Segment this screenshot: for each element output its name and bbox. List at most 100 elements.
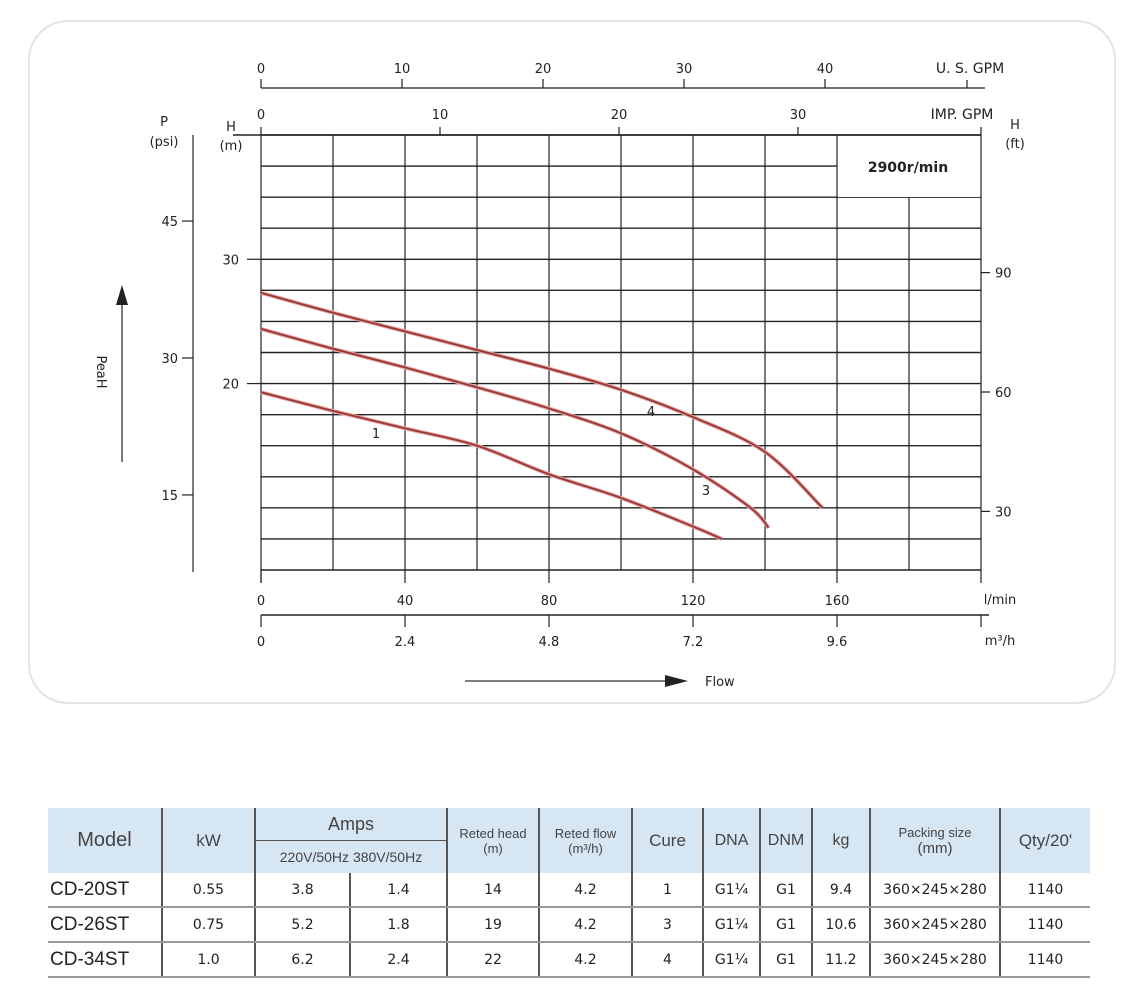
flow-label: Flow	[705, 675, 735, 690]
header-rated-flow: Reted flow (m³/h)	[538, 808, 632, 873]
lmin-tick-label: 40	[397, 594, 414, 609]
cell-kw: 1.0	[161, 942, 255, 978]
curve-4	[260, 291, 824, 509]
h-m-axis-title: H	[226, 120, 236, 135]
m3h-tick-label: 9.6	[827, 635, 848, 650]
h-m-tick-label: 20	[222, 378, 239, 393]
cell-dnm: G1	[759, 907, 812, 943]
ft-tick-label: 90	[995, 267, 1012, 282]
cell-packing-size: 360×245×280	[869, 873, 1000, 908]
table-row: CD-34ST 1.0 6.2 2.4 22 4.2 4 G1¼ G1 11.2 360×245×2…	[48, 942, 1090, 978]
m3h-tick-label: 2.4	[395, 635, 416, 650]
curve-1-label: 1	[372, 427, 380, 442]
header-rated-flow-label: Reted flow	[554, 825, 617, 841]
header-amps-380: 380V/50Hz	[352, 849, 423, 865]
header-dna: DNA	[702, 808, 760, 873]
psi-axis-title: P	[160, 115, 168, 130]
header-rated-head: Reted head (m)	[446, 808, 539, 873]
speed-box	[838, 137, 980, 197]
flow-arrow-head-icon	[665, 675, 688, 687]
header-packing-label: Packing size	[898, 824, 972, 840]
us-gpm-label: U. S. GPM	[936, 61, 1004, 77]
curve-1	[260, 391, 723, 540]
cell-rated-head: 14	[446, 873, 539, 908]
tick-labels: 20 30 15 30 45 30 60 90 0 10 20 30 40 0 10 20 30 0 40 80 120…	[161, 62, 1011, 650]
m3h-tick-label: 0	[257, 635, 265, 650]
cell-rated-head: 19	[446, 907, 539, 943]
psi-tick-label: 30	[161, 352, 178, 367]
cell-dna: G1¼	[702, 942, 760, 978]
header-dnm: DNM	[759, 808, 812, 873]
cell-rated-flow: 4.2	[538, 907, 632, 943]
header-qty: Qty/20'	[999, 808, 1090, 873]
m3h-axis-label: m³/h	[985, 634, 1016, 649]
pressure-arrow-head-icon	[116, 285, 128, 305]
curves	[260, 290, 825, 541]
header-packing-size: Packing size (mm)	[869, 808, 1000, 873]
lmin-tick-label: 160	[825, 594, 850, 609]
cell-packing-size: 360×245×280	[869, 907, 1000, 943]
m3h-tick-label: 7.2	[683, 635, 704, 650]
header-kw: kW	[161, 808, 255, 873]
us-gpm-tick-label: 40	[817, 62, 834, 77]
peah-label: PeaH	[93, 355, 108, 388]
cell-model: CD-34ST	[48, 942, 162, 978]
cell-amps-380v: 2.4	[349, 942, 447, 978]
table-row: CD-26ST 0.75 5.2 1.8 19 4.2 3 G1¼ G1 10.6 360×245×…	[48, 907, 1090, 943]
header-kg: kg	[811, 808, 870, 873]
cell-model: CD-20ST	[48, 873, 162, 908]
cell-dna: G1¼	[702, 907, 760, 943]
imp-gpm-tick-label: 30	[790, 108, 807, 123]
psi-tick-label: 45	[161, 215, 178, 230]
table-body: CD-20ST 0.55 3.8 1.4 14 4.2 1 G1¼ G1 9.4 360×245×2…	[48, 873, 1090, 978]
ft-tick-label: 60	[995, 386, 1012, 401]
cell-qty: 1140	[999, 907, 1090, 943]
chart-frame	[28, 20, 1116, 704]
cell-rated-head: 22	[446, 942, 539, 978]
cell-dnm: G1	[759, 873, 812, 908]
grid	[260, 134, 982, 571]
pump-performance-chart: 20 30 15 30 45 30 60 90 0 10 20 30 40 0 10 20 30 0 40 80 120…	[93, 61, 1025, 690]
cell-kw: 0.75	[161, 907, 255, 943]
psi-tick-label: 15	[161, 489, 178, 504]
cell-amps-220v: 5.2	[254, 907, 350, 943]
lmin-tick-label: 120	[681, 594, 706, 609]
imp-gpm-tick-label: 20	[611, 108, 628, 123]
h-m-tick-label: 30	[222, 253, 239, 268]
cell-amps-380v: 1.8	[349, 907, 447, 943]
cell-model: CD-26ST	[48, 907, 162, 943]
cell-kg: 11.2	[811, 942, 870, 978]
header-amps: Amps	[254, 808, 447, 841]
cell-packing-size: 360×245×280	[869, 942, 1000, 978]
header-packing-unit: (mm)	[917, 839, 953, 857]
header-rated-head-label: Reted head	[459, 825, 527, 841]
cell-rated-flow: 4.2	[538, 873, 632, 908]
imp-gpm-label: IMP. GPM	[931, 107, 994, 123]
curve-4-halo	[260, 290, 825, 510]
curve-3	[260, 327, 770, 529]
imp-gpm-tick-label: 0	[257, 108, 265, 123]
psi-axis-unit: (psi)	[150, 135, 179, 150]
cell-cure: 3	[631, 907, 703, 943]
cell-kg: 9.4	[811, 873, 870, 908]
spec-table: Model kW Amps Reted head (m) Reted flow (m…	[48, 808, 1090, 978]
table-row: CD-20ST 0.55 3.8 1.4 14 4.2 1 G1¼ G1 9.4 360×245×2…	[48, 873, 1090, 908]
imp-gpm-tick-label: 10	[432, 108, 449, 123]
cell-amps-220v: 3.8	[254, 873, 350, 908]
ft-tick-label: 30	[995, 505, 1012, 520]
us-gpm-tick-label: 10	[394, 62, 411, 77]
us-gpm-tick-label: 30	[676, 62, 693, 77]
cell-kw: 0.55	[161, 873, 255, 908]
cell-qty: 1140	[999, 942, 1090, 978]
cell-kg: 10.6	[811, 907, 870, 943]
header-cure: Cure	[631, 808, 703, 873]
us-gpm-tick-label: 20	[535, 62, 552, 77]
cell-cure: 1	[631, 873, 703, 908]
curve-4-label: 4	[647, 405, 655, 420]
lmin-tick-label: 0	[257, 594, 265, 609]
lmin-tick-label: 80	[541, 594, 558, 609]
cell-amps-380v: 1.4	[349, 873, 447, 908]
h-ft-axis-title: H	[1010, 118, 1020, 133]
cell-dnm: G1	[759, 942, 812, 978]
curve-3-label: 3	[702, 484, 710, 499]
